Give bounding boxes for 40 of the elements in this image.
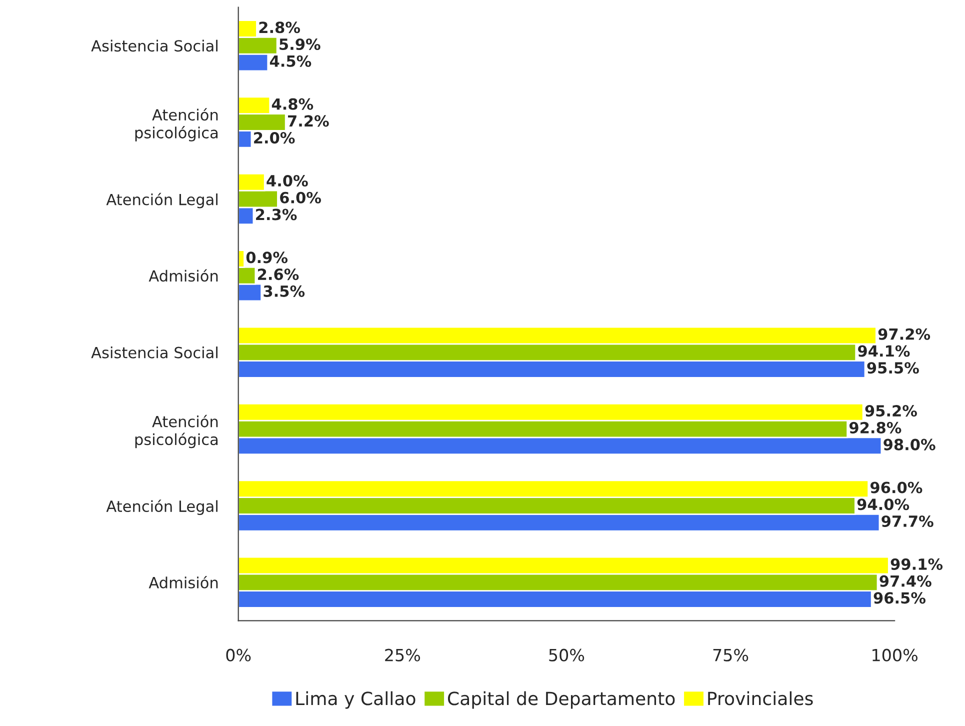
legend-label: Capital de Departamento	[448, 691, 675, 709]
x-tick-label: 50%	[549, 648, 584, 662]
data-label: 97.4%	[880, 575, 932, 587]
data-label: 96.0%	[870, 482, 922, 494]
data-label: 97.7%	[882, 515, 934, 528]
data-label: 4.0%	[266, 174, 308, 187]
data-label: 95.2%	[865, 405, 917, 417]
y-tick-label: Atención Legal	[106, 500, 218, 515]
data-label: 2.0%	[254, 132, 295, 144]
data-label: 7.2%	[288, 115, 329, 127]
y-tick-label: Atención psicológica	[135, 414, 218, 448]
y-tick-label: Atención Legal	[106, 192, 218, 208]
y-tick-label: Atención psicológica	[135, 108, 218, 142]
data-label: 92.8%	[849, 422, 902, 434]
data-label: 4.8%	[272, 98, 314, 110]
data-label: 4.5%	[270, 55, 312, 67]
data-label: 2.8%	[259, 22, 300, 34]
x-tick-label: 25%	[385, 648, 420, 662]
x-tick-label: 100%	[872, 648, 918, 662]
data-label: 3.5%	[264, 285, 305, 297]
legend-label: Provinciales	[708, 691, 813, 706]
data-label: 0.9%	[246, 252, 288, 264]
data-label: 99.1%	[890, 558, 943, 570]
data-label: 2.6%	[258, 268, 299, 280]
data-label: 95.5%	[867, 362, 919, 374]
data-label: 96.5%	[874, 592, 926, 604]
data-label: 94.0%	[857, 498, 910, 510]
data-label: 98.0%	[884, 438, 936, 450]
data-label: 2.3%	[256, 208, 297, 220]
data-label: 94.1%	[858, 345, 910, 357]
data-label: 5.9%	[280, 38, 320, 50]
x-tick-label: 0%	[226, 648, 251, 662]
data-label: 6.0%	[280, 192, 321, 204]
y-tick-label: Asistencia Social	[91, 346, 218, 358]
y-tick-label: Admisión	[148, 576, 218, 588]
legend-label: Lima y Callao	[296, 691, 416, 709]
y-tick-label: Asistencia Social	[91, 40, 218, 52]
x-tick-label: 75%	[713, 648, 748, 662]
y-tick-label: Admisión	[148, 269, 218, 282]
data-label: 97.2%	[878, 328, 930, 340]
